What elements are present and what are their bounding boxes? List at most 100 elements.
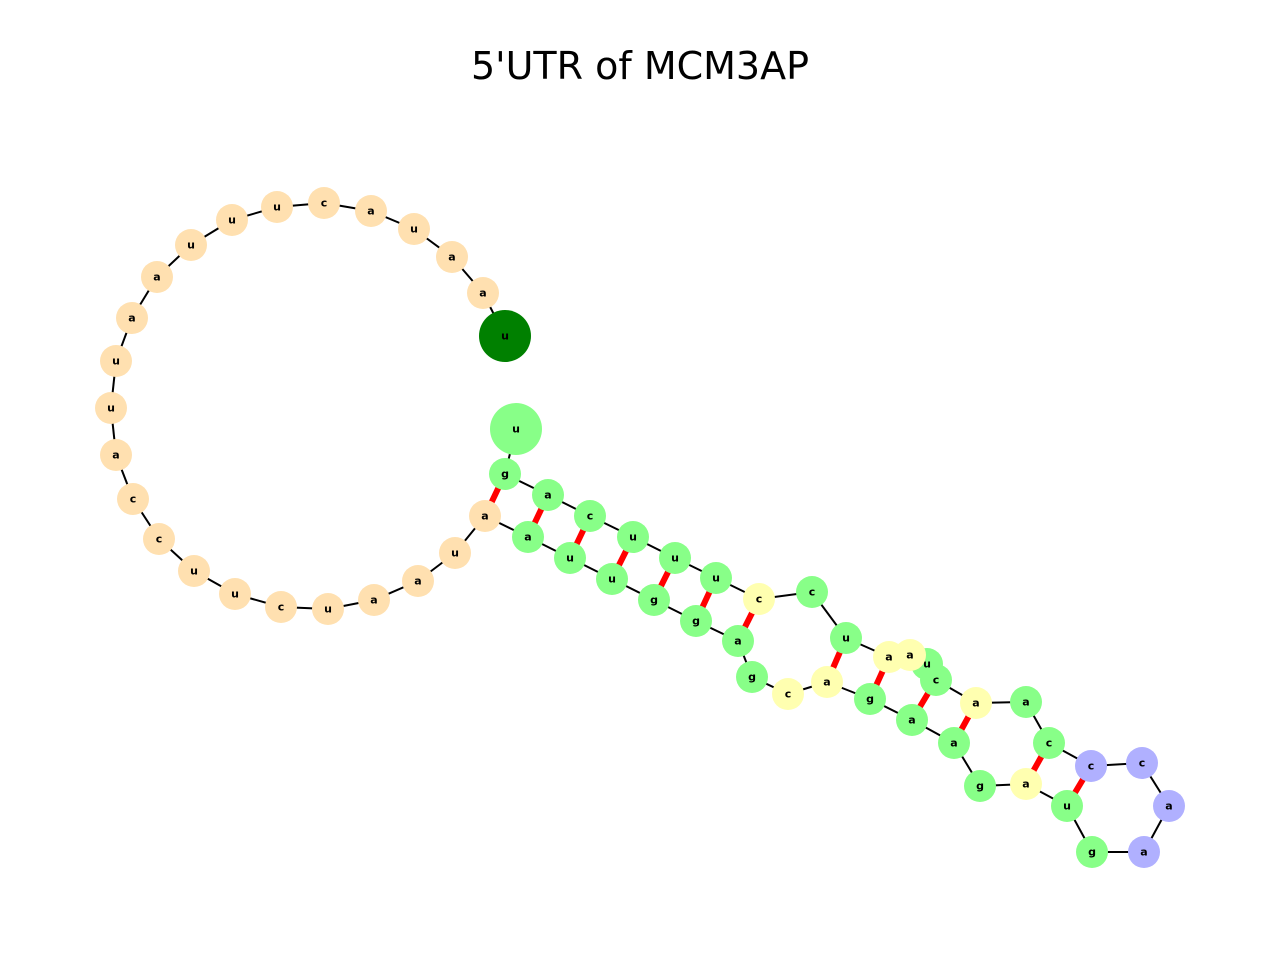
nucleotide-circle <box>1010 686 1042 718</box>
nucleotide-circle <box>261 191 293 223</box>
nucleotide-label: u <box>842 632 850 645</box>
nucleotide-circle <box>143 523 175 555</box>
nucleotide-stem: g <box>1076 836 1108 868</box>
nucleotide-circle <box>964 770 996 802</box>
nucleotide-stem: g <box>854 683 886 715</box>
nucleotide-label: a <box>972 697 979 710</box>
nucleotide-circle <box>1076 836 1108 868</box>
nucleotide-circle <box>117 483 149 515</box>
nucleotide-label: c <box>809 586 816 599</box>
nucleotide-circle <box>479 310 531 362</box>
nucleotide-circle <box>219 578 251 610</box>
nucleotide-label: a <box>906 649 913 662</box>
nucleotide-label: c <box>756 593 763 606</box>
nucleotide-circle <box>596 563 628 595</box>
nucleotide-label: u <box>228 214 236 227</box>
nucleotide-circle <box>796 576 828 608</box>
nucleotide-label: g <box>650 594 658 607</box>
nucleotide-stem: a <box>1010 686 1042 718</box>
nucleotide-loop: a <box>355 195 387 227</box>
nucleotide-stem: u <box>554 542 586 574</box>
nucleotide-label: a <box>544 489 551 502</box>
nucleotide-label: u <box>923 658 931 671</box>
nucleotide-label: a <box>908 714 915 727</box>
nucleotide-label: a <box>1022 778 1029 791</box>
nucleotide-circle <box>743 583 775 615</box>
nucleotide-loop: u <box>216 204 248 236</box>
nucleotide-stem: g <box>736 661 768 693</box>
nucleotide-circle <box>355 195 387 227</box>
nucleotide-label: c <box>1139 757 1146 770</box>
nucleotide-circle <box>532 479 564 511</box>
nucleotide-circle <box>617 521 649 553</box>
nucleotide-label: u <box>231 588 239 601</box>
nucleotide-circle <box>398 213 430 245</box>
nucleotide-label: u <box>712 572 720 585</box>
nucleotide-circle <box>175 229 207 261</box>
nucleotide-interior: a <box>1010 768 1042 800</box>
nucleotide-loop: c <box>143 523 175 555</box>
nucleotide-circle <box>1075 750 1107 782</box>
nucleotide-circle <box>1126 747 1158 779</box>
nucleotide-label: c <box>130 493 137 506</box>
nucleotide-label: a <box>950 737 957 750</box>
nucleotide-label: c <box>321 197 328 210</box>
nucleotide-label: c <box>156 533 163 546</box>
nucleotide-circle <box>100 439 132 471</box>
nucleotide-label: c <box>785 688 792 701</box>
nucleotide-label: u <box>608 573 616 586</box>
nucleotide-circle <box>700 562 732 594</box>
nucleotide-label: u <box>501 330 509 343</box>
nucleotide-stem: u <box>700 562 732 594</box>
nucleotide-stem: c <box>574 500 606 532</box>
nucleotide-circle <box>312 593 344 625</box>
nucleotide-circle <box>659 542 691 574</box>
nucleotide-circle <box>554 542 586 574</box>
nucleotide-label: g <box>748 671 756 684</box>
nucleotide-stem: u <box>830 622 862 654</box>
nucleotide-loop: c <box>117 483 149 515</box>
nucleotide-label: u <box>324 603 332 616</box>
nucleotide-circle <box>308 187 340 219</box>
nucleotide-circle <box>100 345 132 377</box>
nucleotide-stem: a <box>896 704 928 736</box>
nucleotide-circle <box>439 537 471 569</box>
nucleotide-label: g <box>976 780 984 793</box>
nucleotide-stem: g <box>680 605 712 637</box>
nucleotide-label: u <box>112 355 120 368</box>
nucleotide-stem: c <box>1033 727 1065 759</box>
nucleotide-circle <box>638 584 670 616</box>
nucleotide-circle <box>469 500 501 532</box>
nucleotide-circle <box>873 641 905 673</box>
nucleotide-hairpin: c <box>1126 747 1158 779</box>
nucleotide-label: a <box>1022 696 1029 709</box>
nucleotide-loop: u <box>398 213 430 245</box>
nucleotide-circle <box>358 584 390 616</box>
nucleotide-label: c <box>1046 737 1053 750</box>
nucleotide-loop: c <box>308 187 340 219</box>
nucleotide-label: a <box>734 635 741 648</box>
nucleotide-label: a <box>128 312 135 325</box>
nucleotide-stem: a <box>512 521 544 553</box>
nucleotide-label: a <box>823 676 830 689</box>
nucleotide-label: a <box>1140 846 1147 859</box>
nucleotide-label: g <box>866 693 874 706</box>
nucleotide-circle <box>512 521 544 553</box>
nucleotide-loop: a <box>467 277 499 309</box>
nucleotide-label: a <box>112 449 119 462</box>
nucleotide-interior: c <box>743 583 775 615</box>
nucleotide-label: a <box>1165 800 1172 813</box>
nucleotide-stem: a <box>532 479 564 511</box>
nucleotide-label: c <box>278 601 285 614</box>
nucleotide-label: g <box>692 615 700 628</box>
nucleotide-circle <box>830 622 862 654</box>
nucleotide-label: u <box>451 547 459 560</box>
nucleotide-label: a <box>885 651 892 664</box>
nucleotide-circle <box>1051 790 1083 822</box>
nucleotide-loop: a <box>358 584 390 616</box>
nucleotide-loop: a <box>469 500 501 532</box>
nucleotide-stem: a <box>938 727 970 759</box>
nucleotide-label: a <box>414 575 421 588</box>
nucleotide-loop: a <box>436 241 468 273</box>
